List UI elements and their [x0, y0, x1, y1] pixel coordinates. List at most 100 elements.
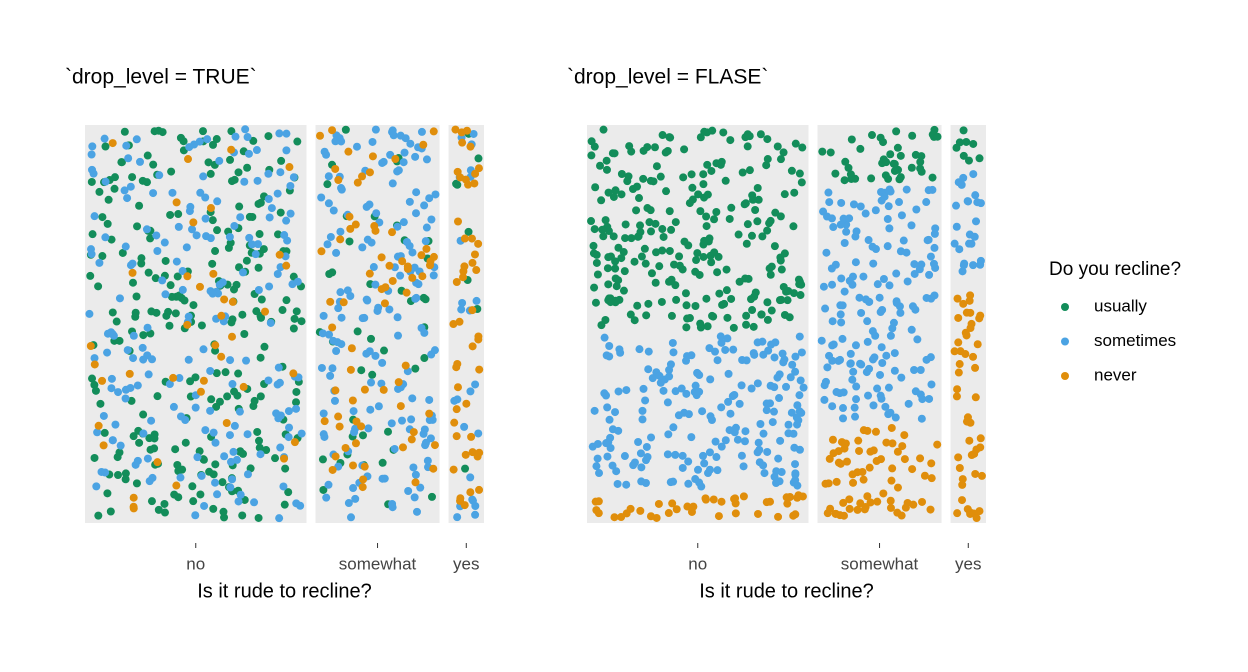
point	[611, 264, 620, 273]
point	[717, 442, 726, 451]
point	[888, 439, 897, 448]
point	[766, 497, 775, 506]
point	[667, 311, 676, 320]
point	[963, 197, 972, 206]
point	[328, 465, 337, 474]
point	[104, 195, 113, 204]
point	[242, 356, 251, 365]
point	[973, 340, 982, 349]
legend-key	[1061, 337, 1069, 346]
point	[320, 432, 329, 441]
point	[363, 235, 372, 244]
point	[109, 331, 118, 340]
point	[950, 239, 959, 248]
point	[233, 391, 242, 400]
point	[836, 459, 845, 468]
point	[107, 235, 116, 244]
point	[292, 499, 301, 508]
point	[837, 274, 846, 283]
point	[385, 305, 394, 314]
point	[847, 135, 856, 144]
point	[777, 468, 786, 477]
point	[926, 505, 935, 514]
point	[851, 412, 860, 421]
point	[859, 426, 868, 435]
point	[976, 443, 985, 452]
point	[458, 298, 467, 307]
point	[377, 253, 386, 262]
point	[227, 318, 236, 327]
point	[226, 238, 235, 247]
point	[646, 512, 655, 521]
point	[952, 143, 961, 152]
point	[852, 395, 861, 404]
point	[892, 299, 901, 308]
point	[368, 137, 377, 146]
point	[347, 344, 356, 353]
point	[896, 308, 905, 317]
point	[891, 413, 900, 422]
point	[896, 151, 905, 160]
point	[695, 371, 704, 380]
point	[971, 191, 980, 200]
point	[610, 513, 619, 522]
point	[103, 348, 112, 357]
point	[606, 298, 615, 307]
point	[619, 248, 628, 257]
point	[188, 482, 197, 491]
point	[452, 363, 461, 372]
point	[248, 212, 257, 221]
x-tick-label: somewhat	[841, 554, 919, 573]
point	[698, 407, 707, 416]
point	[161, 290, 170, 299]
point	[223, 392, 232, 401]
point	[459, 267, 468, 276]
point	[644, 347, 653, 356]
point	[839, 388, 848, 397]
point	[331, 164, 340, 173]
point	[282, 146, 291, 155]
point	[900, 431, 909, 440]
point	[828, 280, 837, 289]
point	[789, 289, 798, 298]
point	[332, 346, 341, 355]
point	[108, 139, 117, 148]
point	[282, 216, 291, 225]
point	[716, 332, 725, 341]
point	[825, 351, 834, 360]
point	[422, 244, 431, 253]
point	[879, 274, 888, 283]
point	[226, 483, 235, 492]
point	[789, 511, 798, 520]
point	[262, 446, 271, 455]
point	[837, 318, 846, 327]
point	[336, 288, 345, 297]
point	[592, 462, 601, 471]
point	[398, 443, 407, 452]
point	[166, 281, 175, 290]
point	[884, 383, 893, 392]
point	[787, 408, 796, 417]
point	[425, 409, 434, 418]
point	[699, 252, 708, 261]
point	[745, 166, 754, 175]
point	[420, 201, 429, 210]
point	[121, 475, 130, 484]
point	[717, 497, 726, 506]
point	[731, 509, 740, 518]
point	[705, 448, 714, 457]
point	[474, 164, 483, 173]
point	[91, 386, 100, 395]
point	[399, 158, 408, 167]
point	[331, 137, 340, 146]
point	[760, 469, 769, 478]
point	[251, 250, 260, 259]
point	[324, 199, 333, 208]
point	[920, 471, 929, 480]
point	[590, 283, 599, 292]
point	[278, 306, 287, 315]
point	[450, 396, 459, 405]
point	[181, 416, 190, 425]
point	[954, 453, 963, 462]
point	[753, 217, 762, 226]
